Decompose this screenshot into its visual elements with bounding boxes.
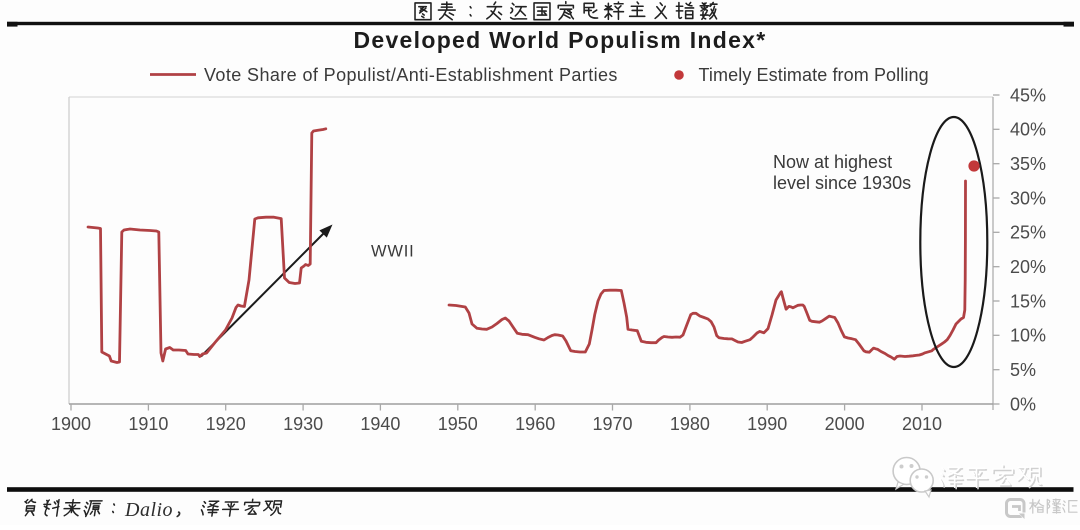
- svg-text:2010: 2010: [902, 414, 942, 434]
- svg-text:1910: 1910: [128, 414, 168, 434]
- svg-text:40%: 40%: [1010, 120, 1046, 140]
- svg-text:Dalio: Dalio: [124, 499, 173, 521]
- svg-text:1920: 1920: [206, 414, 246, 434]
- svg-text:45%: 45%: [1010, 85, 1046, 105]
- svg-text:Now at highest: Now at highest: [773, 152, 892, 172]
- svg-text:1990: 1990: [747, 414, 787, 434]
- svg-text:1970: 1970: [592, 414, 632, 434]
- svg-text:20%: 20%: [1010, 257, 1046, 277]
- svg-text:0%: 0%: [1010, 394, 1036, 414]
- svg-text:1950: 1950: [438, 414, 478, 434]
- svg-text:35%: 35%: [1010, 154, 1046, 174]
- svg-text:level since 1930s: level since 1930s: [773, 173, 911, 193]
- svg-text:Timely Estimate from Polling: Timely Estimate from Polling: [699, 65, 929, 85]
- svg-text:10%: 10%: [1010, 326, 1046, 346]
- svg-text:15%: 15%: [1010, 291, 1046, 311]
- svg-text:Vote Share of Populist/Anti-Es: Vote Share of Populist/Anti-Establishmen…: [204, 65, 618, 85]
- svg-text:1900: 1900: [51, 414, 91, 434]
- svg-text:2000: 2000: [825, 414, 865, 434]
- svg-text:30%: 30%: [1010, 188, 1046, 208]
- svg-text:1980: 1980: [670, 414, 710, 434]
- svg-text:1940: 1940: [360, 414, 400, 434]
- svg-text:25%: 25%: [1010, 223, 1046, 243]
- svg-text:1960: 1960: [515, 414, 555, 434]
- svg-text:5%: 5%: [1010, 360, 1036, 380]
- svg-text:1930: 1930: [283, 414, 323, 434]
- svg-text:WWII: WWII: [371, 243, 415, 261]
- svg-text:Developed World Populism Index: Developed World Populism Index*: [353, 27, 766, 53]
